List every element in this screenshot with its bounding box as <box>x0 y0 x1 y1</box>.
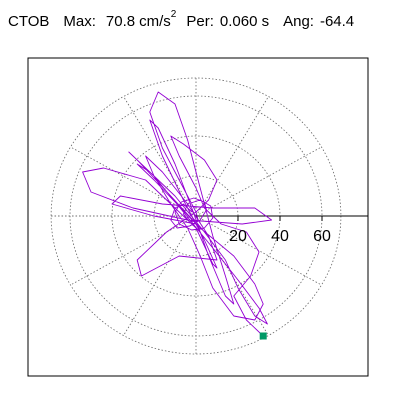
plot-frame <box>27 57 369 377</box>
header-bar: CTOB Max: 70.8 cm/s2 Per: 0.060 s Ang: -… <box>8 9 355 36</box>
per-label: Per: <box>186 13 214 30</box>
end-point-marker <box>259 332 267 340</box>
trace-layer <box>82 91 273 340</box>
ring-label: 60 <box>313 228 331 245</box>
grid-spoke <box>70 215 197 286</box>
axis-layer <box>51 215 368 221</box>
station-code: CTOB <box>8 13 50 30</box>
per-value: 0.060 s <box>219 13 270 30</box>
ang-label: Ang: <box>283 13 314 30</box>
max-unit: cm/s2 <box>139 9 177 30</box>
max-label: Max: <box>63 13 96 30</box>
max-value: 70.8 <box>105 13 136 30</box>
max-unit-exponent: 2 <box>170 9 177 20</box>
ring-labels: 20 40 60 <box>229 228 331 245</box>
grid-spoke <box>195 146 322 217</box>
grid-spoke <box>195 96 269 217</box>
ang-value: -64.4 <box>319 13 355 30</box>
grid-spoke <box>195 215 322 286</box>
motion-trace <box>82 91 273 337</box>
grid-spoke <box>123 215 197 336</box>
grid-spoke <box>123 96 197 217</box>
grid-spoke <box>195 215 269 336</box>
ring-label: 20 <box>229 228 247 245</box>
grid-spoke <box>70 146 197 217</box>
ring-label: 40 <box>271 228 289 245</box>
max-unit-text: cm/s <box>139 13 171 30</box>
